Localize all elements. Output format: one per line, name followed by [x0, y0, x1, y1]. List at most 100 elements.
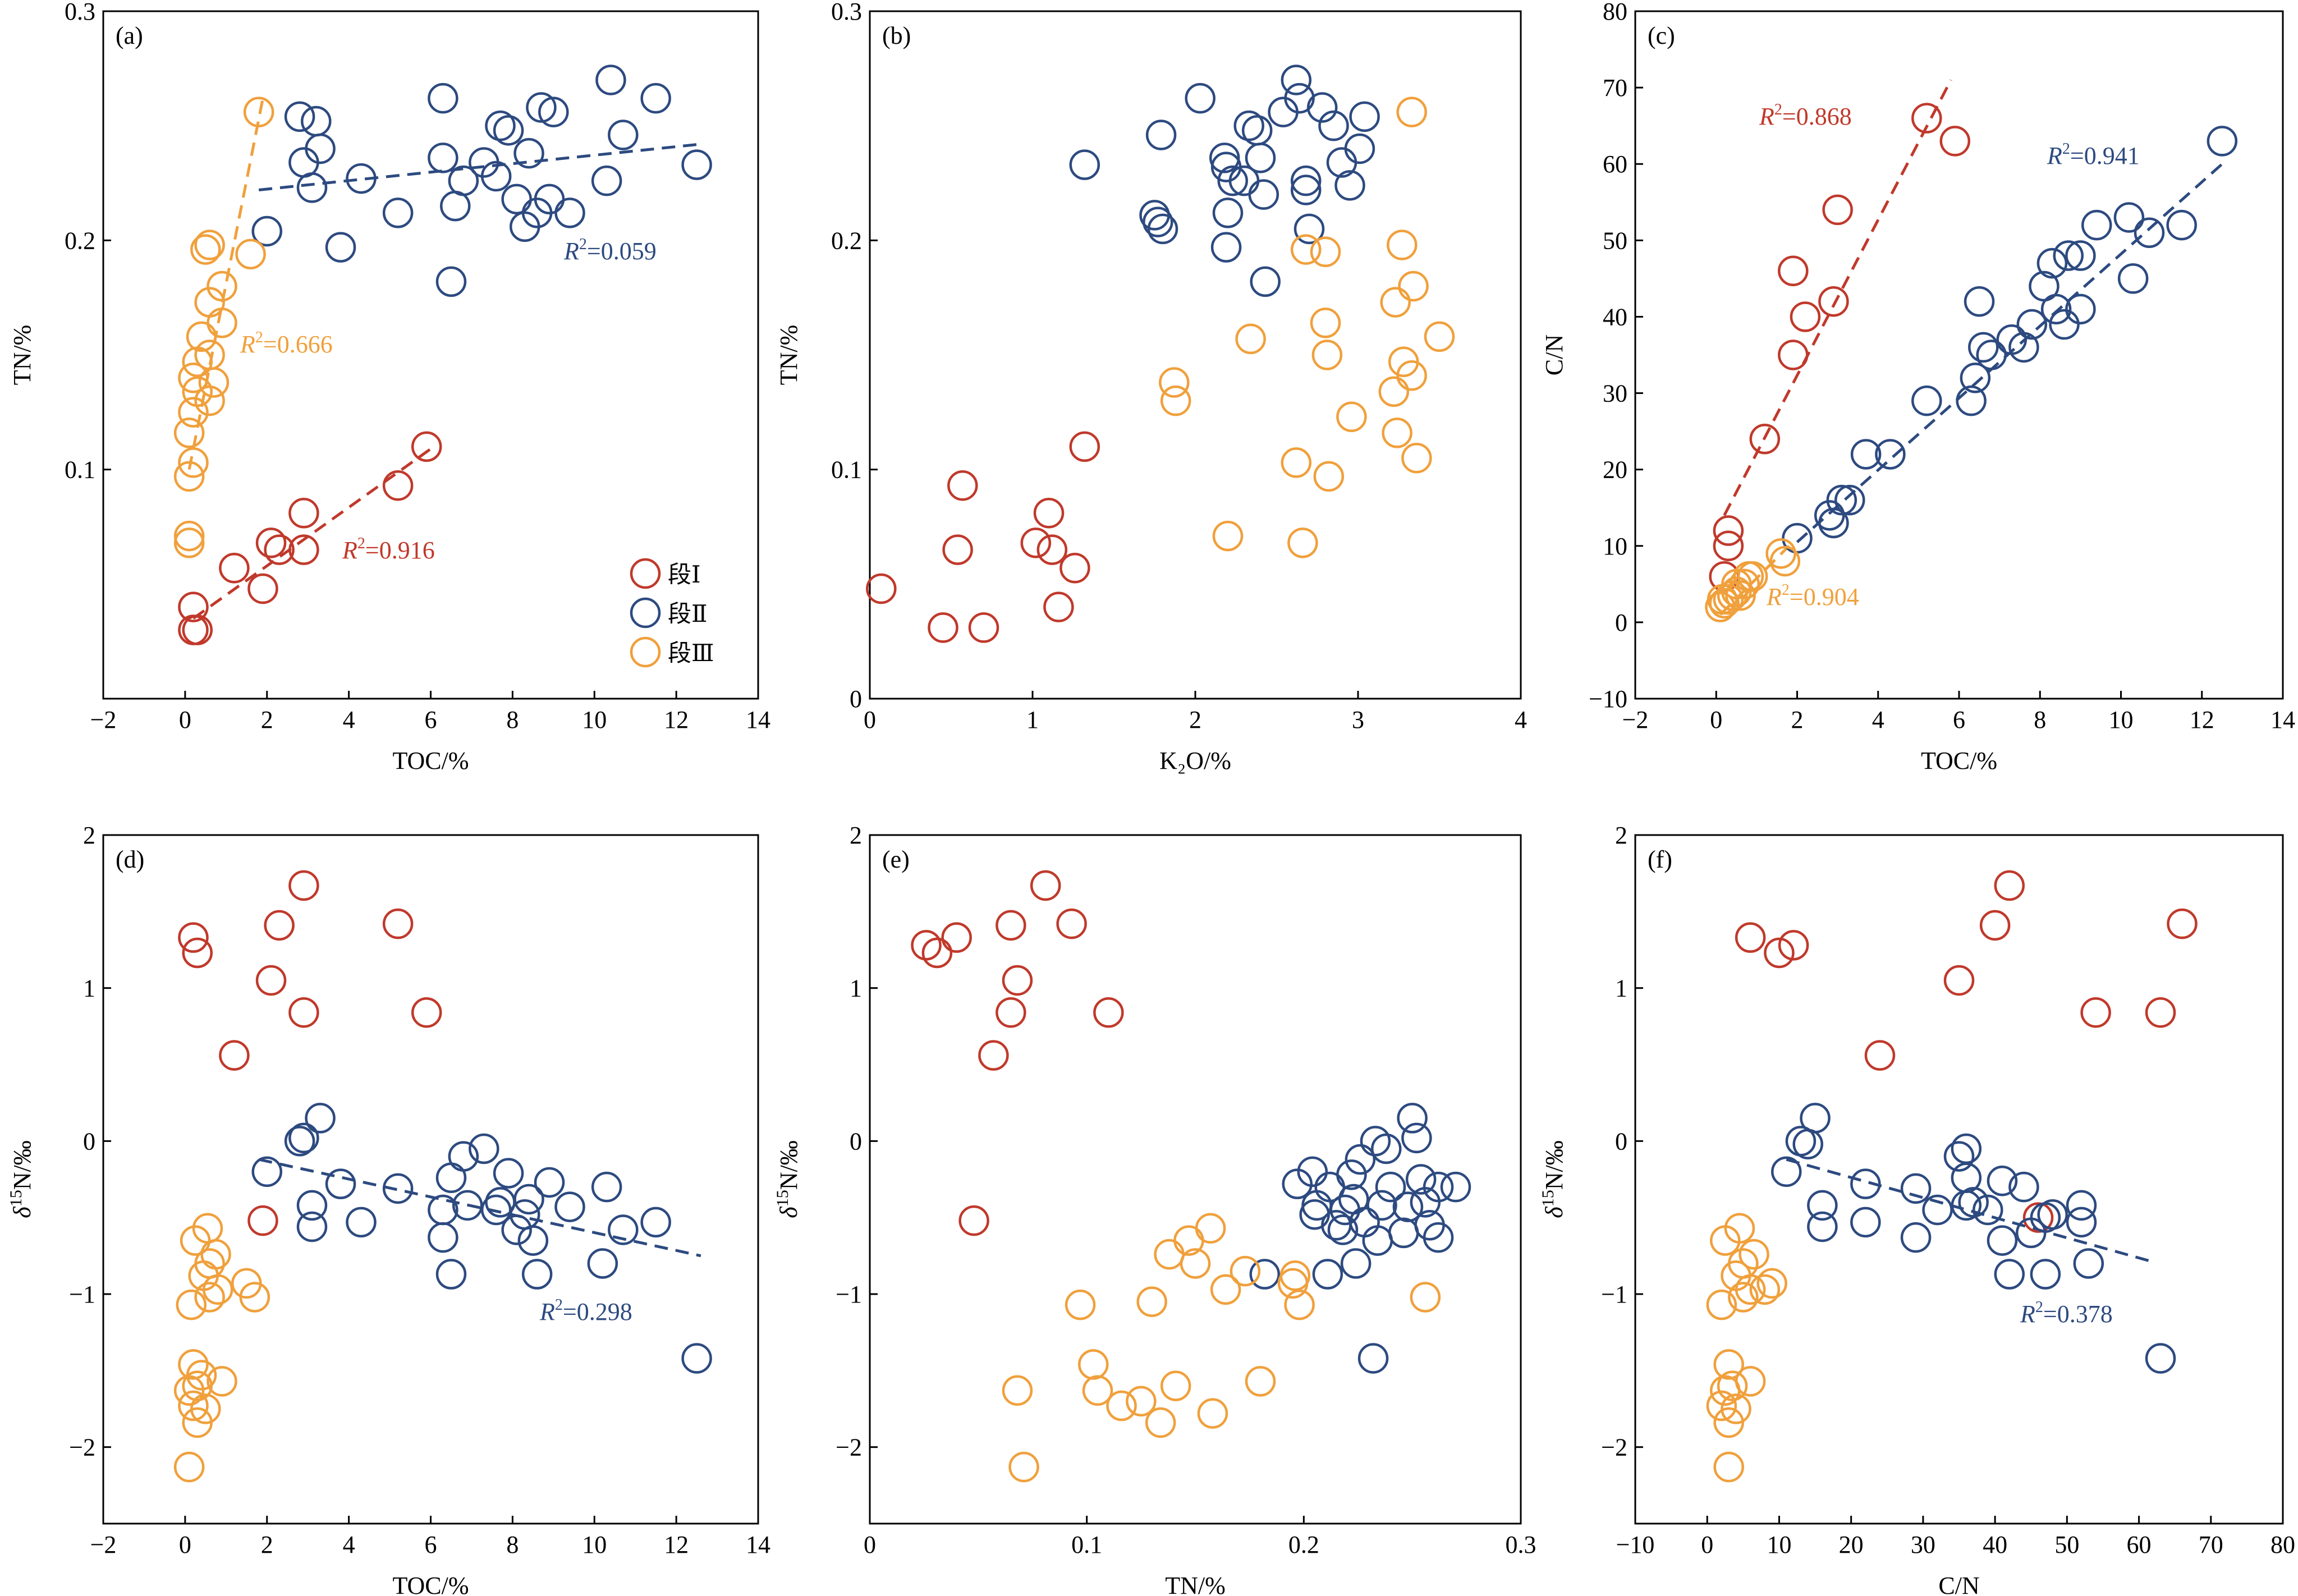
data-point	[173, 461, 205, 492]
x-tick-label: 10	[2109, 706, 2134, 733]
data-point	[1281, 447, 1312, 478]
data-point	[866, 573, 897, 604]
y-tick-label: −2	[836, 1434, 862, 1461]
data-point	[288, 534, 319, 565]
data-point	[1973, 1194, 2003, 1226]
series-ii	[1249, 1103, 1471, 1374]
r-squared-label: R2=0.868	[1759, 101, 1852, 130]
data-point	[178, 363, 209, 393]
data-point	[194, 1282, 225, 1313]
data-point	[1749, 423, 1781, 455]
data-point	[264, 534, 295, 565]
y-tick-label: 1	[850, 975, 862, 1002]
x-tick-label: 0.1	[1071, 1531, 1102, 1558]
data-point	[1360, 1126, 1391, 1157]
data-point	[681, 1343, 712, 1374]
data-point	[178, 1390, 209, 1421]
data-point	[591, 165, 622, 196]
data-point	[554, 198, 585, 228]
data-point	[1410, 1282, 1441, 1313]
data-point	[1082, 1375, 1113, 1406]
data-point	[1396, 360, 1427, 391]
data-point	[1036, 534, 1068, 565]
data-point	[1336, 401, 1367, 432]
data-point	[1826, 484, 1857, 516]
data-point	[1951, 1133, 1982, 1164]
panel-label: (c)	[1648, 22, 1675, 49]
data-point	[1233, 110, 1264, 141]
legend-label-ii: 段Ⅱ	[668, 602, 708, 627]
data-point	[1939, 126, 1971, 157]
x-tick-label: −2	[90, 706, 117, 733]
data-point	[1217, 165, 1248, 196]
legend-marker-i	[630, 558, 661, 589]
data-point	[968, 612, 999, 643]
data-point	[1345, 1144, 1376, 1175]
data-point	[1279, 1260, 1311, 1291]
x-tick-label: 0	[1710, 706, 1722, 733]
x-axis-label: C/N	[1938, 1572, 1979, 1596]
data-point	[1312, 1259, 1343, 1290]
x-tick-label: 60	[2127, 1531, 2152, 1558]
data-point	[346, 1207, 377, 1238]
x-tick-label: 14	[2271, 706, 2295, 733]
data-point	[1713, 515, 1744, 546]
y-tick-label: −1	[1601, 1281, 1627, 1308]
y-tick-label: 0.3	[65, 0, 95, 25]
data-point	[1033, 498, 1065, 529]
x-axis-label: K₂O/%	[1159, 747, 1231, 774]
x-tick-label: 8	[2034, 706, 2046, 733]
data-point	[2040, 293, 2072, 325]
data-point	[1900, 1173, 1932, 1204]
data-point	[382, 1173, 414, 1204]
data-point	[1159, 367, 1190, 398]
data-point	[1281, 65, 1312, 95]
data-point	[1290, 234, 1322, 265]
chart-panel-c: −2 0 2 4 6 8 10 12 14 −10 0 10 20 30 40 50 60 70 80 (c) TOC/…	[1540, 0, 2295, 774]
data-point	[2008, 332, 2039, 363]
data-point	[435, 1162, 467, 1194]
r-squared-label: R2=0.378	[2020, 1299, 2113, 1328]
data-point	[2145, 1343, 2176, 1374]
y-axis-label: δ15N/‰	[7, 1140, 36, 1218]
data-point	[346, 163, 377, 194]
data-point	[1397, 1103, 1428, 1134]
x-tick-label: 0	[179, 706, 191, 733]
data-point	[1106, 1390, 1137, 1421]
data-point	[1311, 340, 1343, 370]
x-tick-label: 14	[746, 1531, 770, 1558]
data-point	[2016, 309, 2048, 340]
data-point	[1294, 213, 1325, 245]
data-point	[1154, 1239, 1185, 1270]
data-point	[513, 137, 544, 169]
series-ii	[1782, 126, 2238, 554]
data-point	[1145, 120, 1177, 150]
data-point	[1241, 115, 1273, 146]
x-tick-label: 12	[664, 1531, 689, 1558]
y-tick-label: 0.3	[831, 0, 862, 25]
y-tick-label: −2	[69, 1434, 95, 1461]
data-point	[1069, 431, 1100, 462]
panel-label: (b)	[882, 22, 911, 49]
data-point	[501, 184, 532, 215]
x-tick-label: 6	[425, 1531, 437, 1558]
data-point	[1290, 165, 1322, 196]
data-point	[2113, 202, 2145, 233]
data-point	[1398, 270, 1429, 302]
x-tick-label: 80	[2271, 1531, 2295, 1558]
series-ii	[1771, 1103, 2176, 1374]
data-point	[2145, 997, 2176, 1028]
series-i	[911, 870, 1124, 1236]
x-tick-label: 4	[1872, 706, 1884, 733]
y-tick-label: 30	[1603, 380, 1627, 407]
y-tick-label: 10	[1603, 533, 1627, 560]
data-point	[640, 82, 671, 114]
r-squared-label: R2=0.916	[342, 535, 435, 564]
data-point	[255, 528, 287, 558]
data-point	[1284, 1289, 1315, 1320]
data-point	[1814, 500, 1845, 531]
x-axis-label: TOC/%	[392, 747, 469, 774]
plot-frame	[1634, 834, 2284, 1525]
y-tick-label: −2	[1601, 1434, 1627, 1461]
x-tick-label: 50	[2054, 1531, 2079, 1558]
